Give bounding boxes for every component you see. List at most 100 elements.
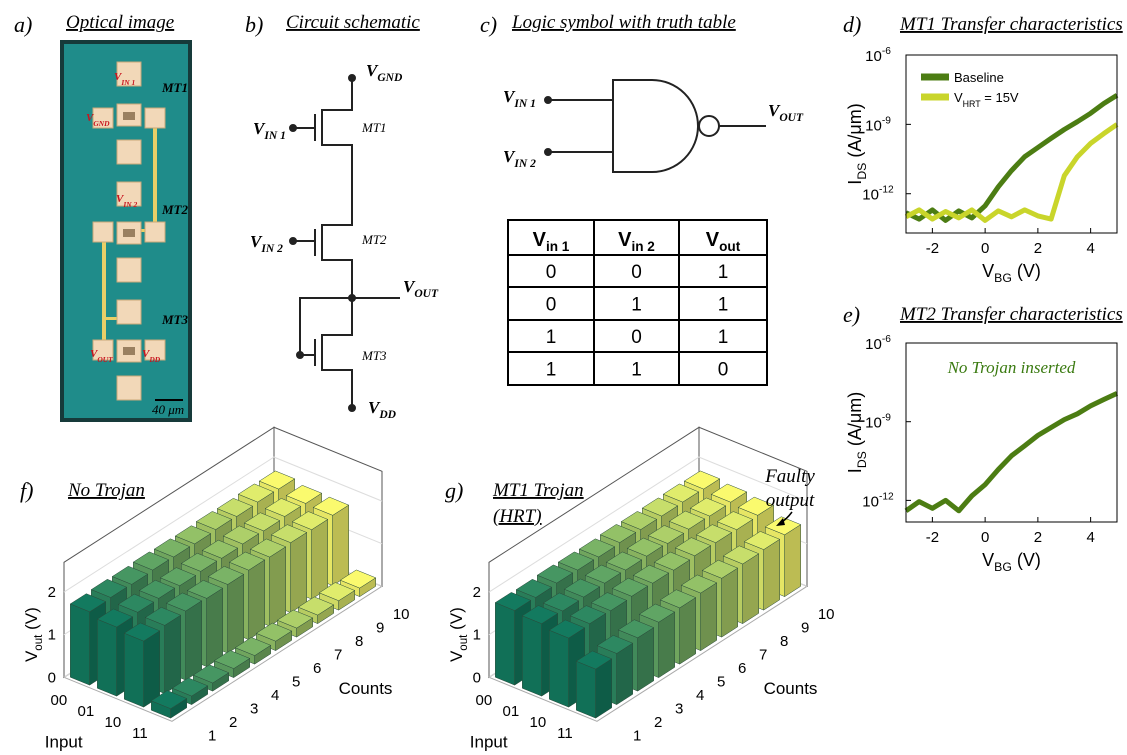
bar-top [515, 579, 553, 598]
bar-side [227, 573, 244, 654]
bar-top [536, 564, 574, 584]
z-tick-label: 2 [48, 584, 56, 601]
text-part: V [366, 61, 379, 80]
bar-top [153, 538, 191, 558]
bar-front [576, 660, 596, 719]
panel-label: f) [20, 478, 33, 503]
text-part: (V) [1012, 550, 1041, 570]
bar-top [258, 470, 296, 490]
x-tick-label: 11 [132, 725, 148, 742]
x-tick-label: 10 [105, 714, 122, 731]
bar-top [626, 537, 664, 557]
y-tick-label: 10-9 [865, 413, 891, 432]
bar-top [668, 510, 706, 530]
bar-top [312, 496, 350, 516]
y-tick-label: 5 [717, 674, 725, 691]
text-part: (V) [1012, 261, 1041, 281]
bar-top [683, 470, 721, 490]
bar-side [700, 582, 717, 652]
text-part: V [368, 398, 381, 417]
bar-top [132, 551, 170, 571]
bar-top [180, 552, 218, 572]
y-tick-label: 6 [313, 660, 321, 677]
node [348, 404, 356, 412]
bar-side [658, 611, 675, 679]
bar-side [763, 538, 780, 611]
text-part: V [982, 261, 994, 281]
x-tick-label: 2 [1034, 240, 1042, 257]
panel-title: Optical image [66, 12, 174, 33]
subscript: IN 2 [513, 157, 536, 170]
bar-top [542, 592, 580, 612]
bar-top [165, 592, 203, 612]
subscript: OUT [97, 355, 113, 364]
subscript: out [719, 239, 741, 254]
superscript: -9 [882, 115, 891, 126]
y-tick-label: 10 [818, 606, 835, 623]
text-part: V [114, 71, 123, 83]
subscript: out [458, 634, 470, 651]
trace [102, 234, 106, 346]
y-tick-label: 5 [292, 674, 300, 691]
bar-side [637, 627, 654, 692]
bar-top [764, 516, 802, 536]
bar-top [605, 551, 643, 571]
bar-top [192, 664, 230, 684]
text-part: (V) [22, 607, 41, 634]
node [296, 351, 304, 359]
bar-side [206, 587, 223, 668]
table-cell: 1 [631, 295, 642, 316]
bar-top [743, 531, 781, 550]
legend-label: VHRT = 15V [954, 90, 1019, 109]
bar-top [653, 551, 691, 571]
plot-frame [905, 54, 1118, 234]
node [544, 96, 552, 104]
bar-top [575, 650, 613, 670]
schematic [289, 74, 400, 412]
text-part: 10 [862, 493, 879, 510]
bar-side [721, 567, 738, 638]
bar [150, 690, 188, 719]
y-axis-label: IDS (A/μm) [845, 103, 869, 184]
bar-front [522, 615, 542, 697]
bar-top [557, 551, 595, 571]
bar [297, 596, 335, 625]
annotation: output [766, 490, 815, 511]
table-cell: 1 [718, 262, 729, 283]
text-part: 10 [865, 117, 882, 134]
text-part: (A/μm) [845, 103, 865, 162]
x-tick-label: 00 [476, 692, 493, 709]
bar-top [264, 498, 302, 517]
bar-side [185, 600, 202, 681]
bar-top [716, 511, 754, 530]
device-label: MT1 [161, 80, 188, 95]
bar-top [569, 605, 607, 624]
superscript: -12 [879, 185, 894, 196]
y-axis-label: Counts [339, 679, 393, 698]
bar-top [150, 690, 188, 709]
bar-top [174, 525, 212, 545]
y-tick-label: 10-12 [862, 185, 894, 204]
subscript: HRT [963, 99, 982, 109]
bar-top [237, 483, 275, 503]
device-label: MT2 [161, 202, 189, 217]
gate-body [612, 79, 699, 173]
scale-bar-label: 40 μm [152, 402, 184, 417]
subscript: GND [93, 119, 110, 128]
x-axis-label: VBG (V) [982, 550, 1041, 574]
text-part: V [533, 229, 547, 251]
bar-side [332, 504, 349, 587]
bar-side [784, 524, 801, 598]
bar-top [123, 622, 161, 642]
pad [116, 257, 142, 283]
panel-label: c) [480, 12, 497, 37]
text-part: I [845, 468, 865, 473]
subscript: DS [855, 163, 869, 180]
y-tick-label: 1 [633, 728, 641, 745]
pad [144, 339, 166, 361]
bar-top [659, 589, 697, 609]
bar-side [143, 630, 160, 708]
bar-top [285, 485, 323, 504]
